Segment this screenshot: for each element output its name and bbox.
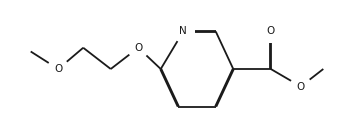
Text: N: N bbox=[179, 26, 187, 36]
Text: O: O bbox=[297, 82, 305, 91]
Text: O: O bbox=[54, 64, 62, 74]
Text: O: O bbox=[267, 26, 275, 36]
Text: O: O bbox=[134, 43, 142, 53]
